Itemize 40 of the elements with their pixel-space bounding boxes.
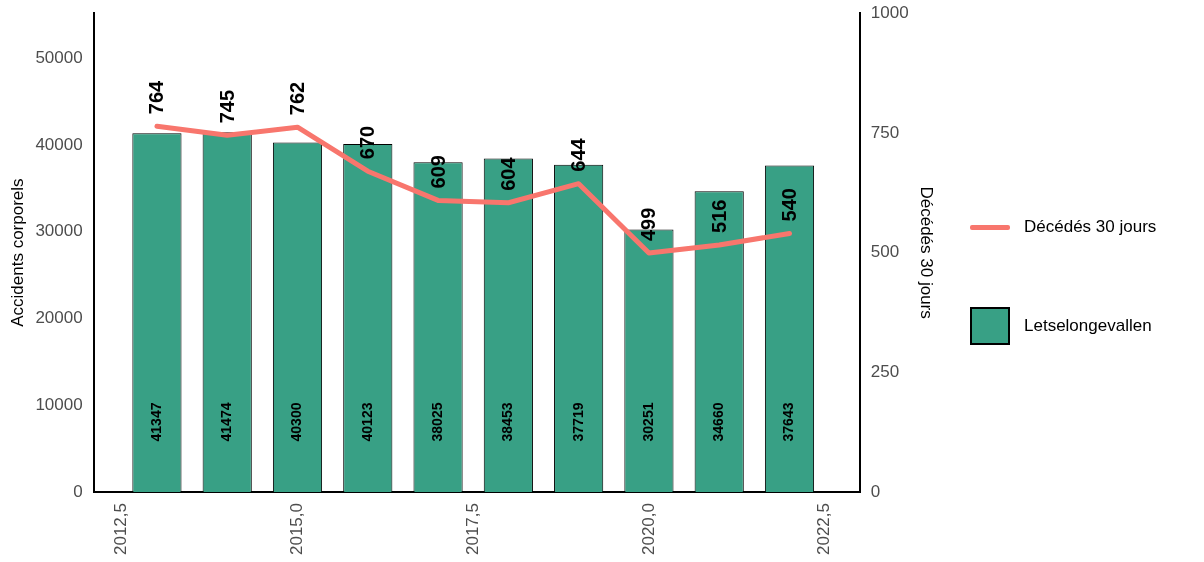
data-label: 670	[356, 125, 379, 160]
data-label: 762	[286, 81, 309, 116]
data-label: 41347	[147, 402, 164, 442]
data-label: 644	[567, 137, 590, 172]
x-tick-label: 2017,5	[462, 503, 482, 555]
data-label: 37643	[780, 402, 797, 442]
y2-tick-label: 0	[870, 481, 881, 501]
data-label: 37719	[569, 402, 586, 442]
x-tick-label: 2020,0	[638, 503, 658, 555]
y2-tick-label: 500	[870, 242, 900, 262]
data-label: 516	[707, 199, 730, 233]
y-tick-label: 0	[73, 481, 83, 501]
y-tick-label: 50000	[35, 47, 83, 67]
data-label: 30251	[639, 402, 656, 442]
y-tick-label: 30000	[35, 221, 83, 241]
y-tick-label: 40000	[35, 134, 83, 154]
y2-tick-label: 250	[870, 361, 900, 381]
x-tick-label: 2012,5	[111, 503, 131, 555]
legend-label: Décédés 30 jours	[1024, 217, 1157, 237]
x-tick-label: 2015,0	[287, 503, 307, 555]
data-label: 540	[778, 188, 801, 222]
y2-axis-title: Décédés 30 jours	[917, 186, 937, 319]
data-label: 604	[496, 156, 519, 191]
data-label: 745	[215, 89, 238, 124]
data-label: 38453	[499, 402, 516, 442]
data-label: 764	[145, 79, 168, 115]
legend-label: Letselongevallen	[1024, 316, 1152, 336]
data-label: 38025	[428, 402, 445, 442]
y2-tick-label: 1000	[870, 2, 909, 22]
data-label: 40123	[358, 402, 375, 442]
y-tick-label: 10000	[35, 394, 83, 414]
data-label: 34660	[710, 402, 727, 442]
y2-tick-label: 750	[870, 122, 900, 142]
data-label: 609	[426, 155, 449, 189]
y-tick-label: 20000	[35, 308, 83, 328]
x-tick-label: 2022,5	[814, 503, 834, 555]
data-label: 40300	[288, 402, 305, 442]
data-label: 41474	[218, 402, 235, 442]
data-label: 499	[637, 207, 660, 242]
y-axis-title: Accidents corporels	[7, 178, 27, 327]
